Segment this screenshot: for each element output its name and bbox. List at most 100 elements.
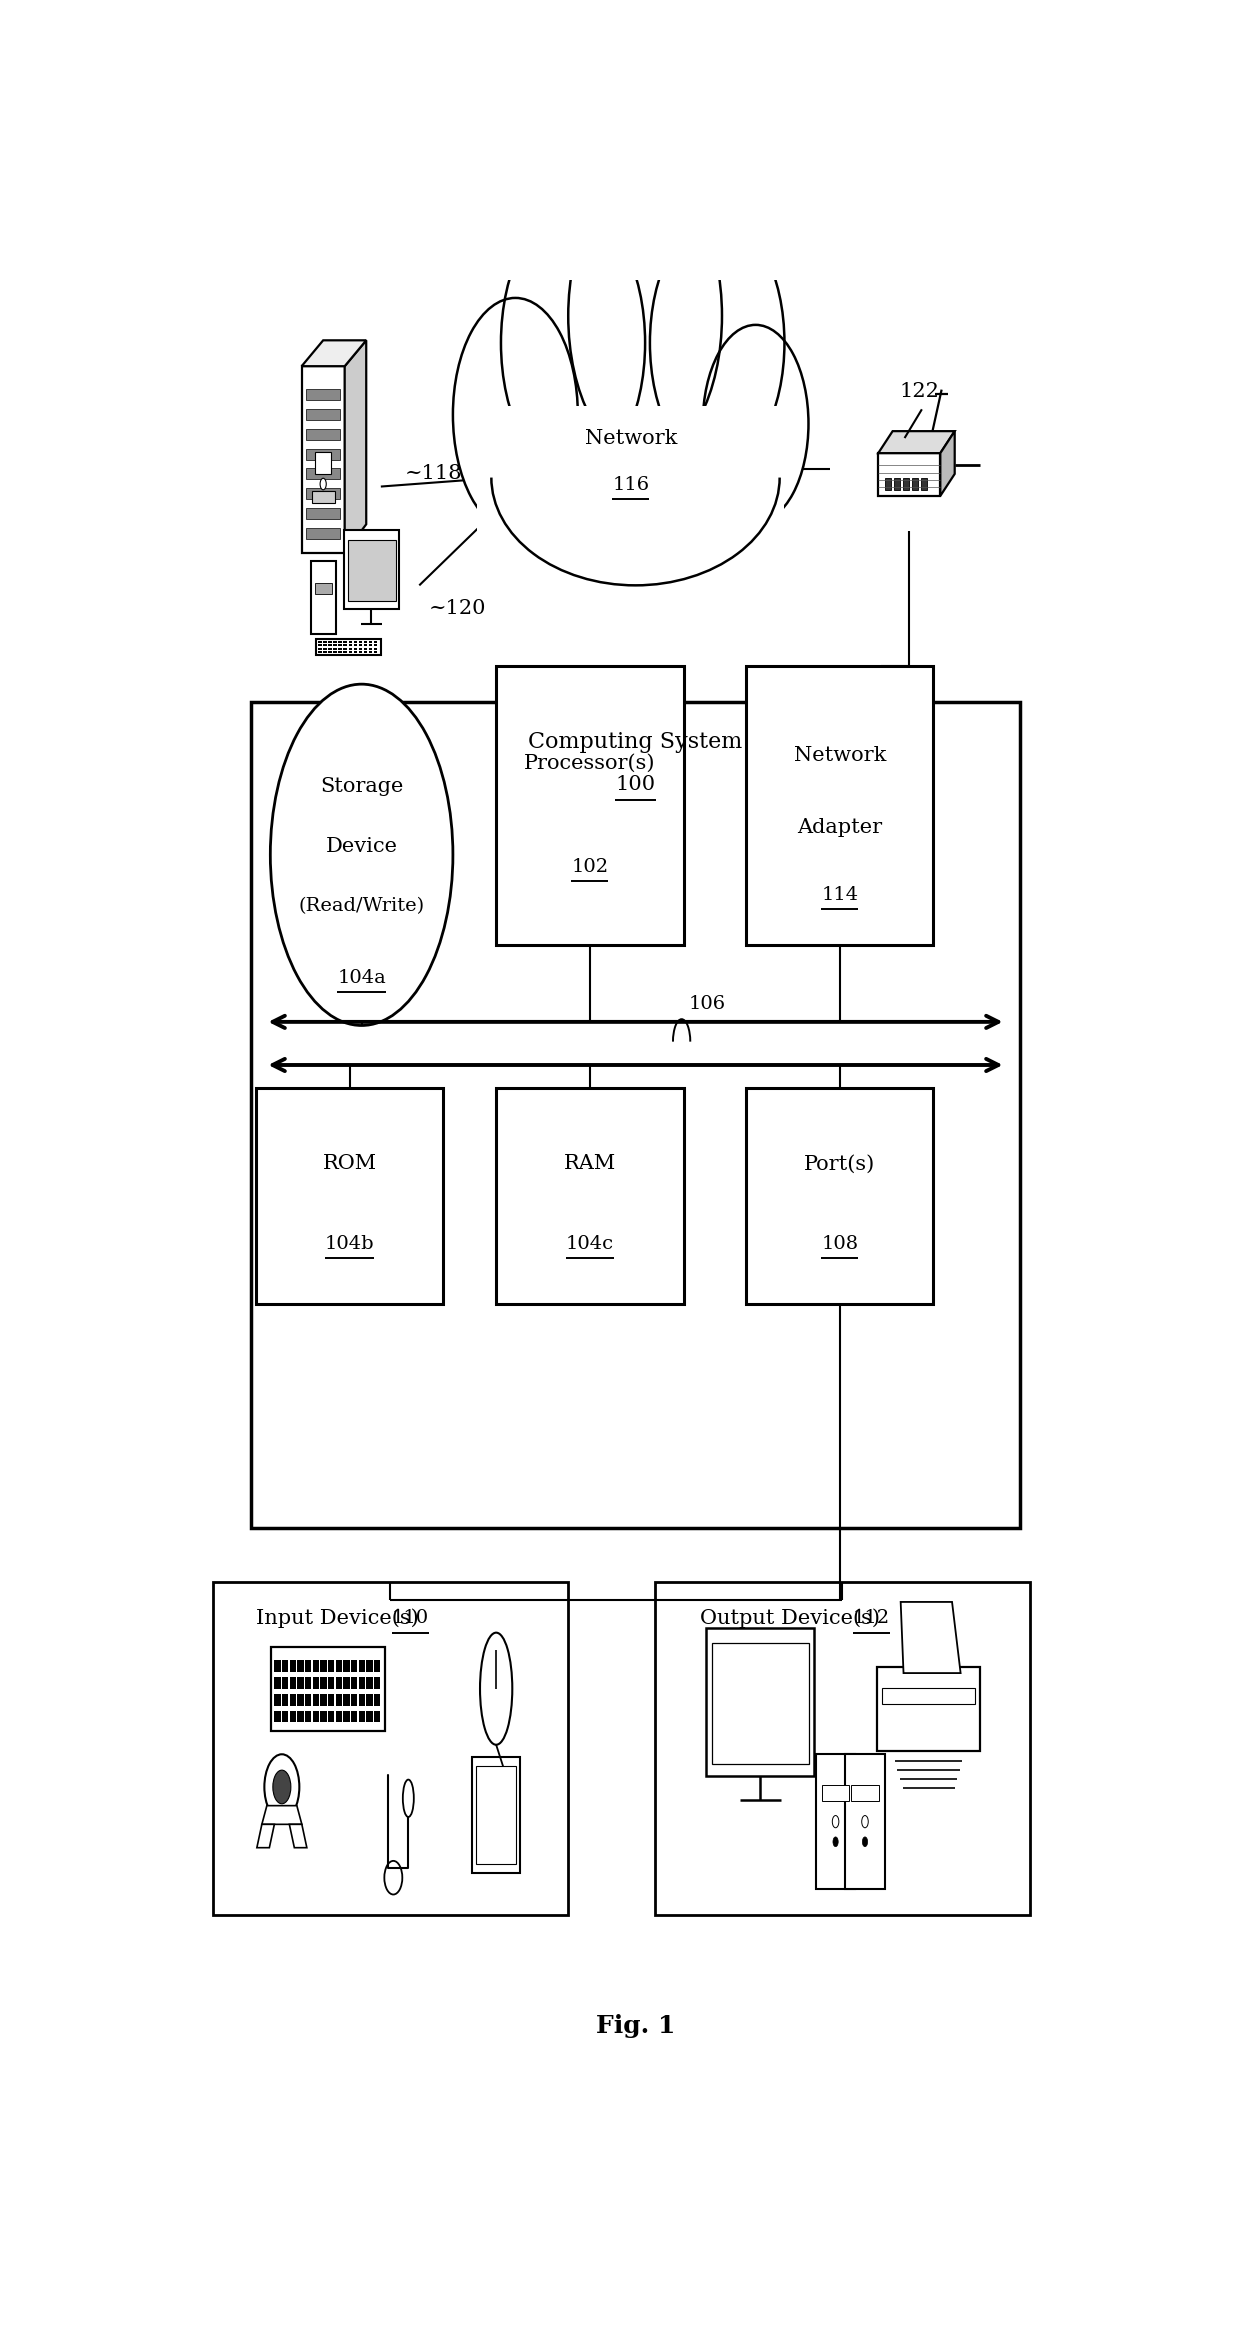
Text: Fig. 1: Fig. 1 xyxy=(595,2013,676,2039)
Polygon shape xyxy=(257,1824,274,1848)
Text: Input Device(s): Input Device(s) xyxy=(255,1607,418,1628)
Bar xyxy=(274,1710,280,1722)
Ellipse shape xyxy=(270,684,453,1027)
Bar xyxy=(366,1694,373,1705)
Text: Output Device(s): Output Device(s) xyxy=(699,1607,879,1628)
Bar xyxy=(374,1677,381,1689)
Bar xyxy=(374,1694,381,1705)
Text: Processor(s): Processor(s) xyxy=(525,754,656,772)
Bar xyxy=(274,1661,280,1673)
Bar xyxy=(327,1661,335,1673)
Text: 108: 108 xyxy=(821,1234,858,1253)
Bar xyxy=(320,1677,326,1689)
Circle shape xyxy=(703,324,808,523)
Bar xyxy=(366,1677,373,1689)
Bar xyxy=(351,1677,357,1689)
Bar xyxy=(707,1628,815,1775)
Bar xyxy=(358,1694,365,1705)
Text: 102: 102 xyxy=(572,859,609,875)
Bar xyxy=(281,1710,288,1722)
Text: 112: 112 xyxy=(853,1610,890,1628)
Bar xyxy=(336,1710,342,1722)
Bar xyxy=(312,1710,319,1722)
Bar xyxy=(320,1661,326,1673)
Bar xyxy=(312,1694,319,1705)
Circle shape xyxy=(568,173,722,460)
Polygon shape xyxy=(878,432,955,453)
Circle shape xyxy=(650,217,785,469)
Polygon shape xyxy=(306,408,340,420)
Circle shape xyxy=(832,1815,838,1827)
Ellipse shape xyxy=(403,1780,414,1817)
Bar xyxy=(374,1710,381,1722)
Text: (Read/Write): (Read/Write) xyxy=(299,896,424,915)
Bar xyxy=(270,1647,386,1731)
Bar xyxy=(877,1666,981,1750)
Bar xyxy=(281,1694,288,1705)
Bar xyxy=(320,1710,326,1722)
Text: 104a: 104a xyxy=(337,968,386,987)
Bar xyxy=(281,1661,288,1673)
Bar xyxy=(343,1677,350,1689)
Circle shape xyxy=(862,1836,868,1848)
Bar xyxy=(336,1677,342,1689)
Text: Port(s): Port(s) xyxy=(804,1155,875,1173)
Text: ROM: ROM xyxy=(322,1155,377,1173)
Polygon shape xyxy=(315,453,331,474)
Bar xyxy=(281,1677,288,1689)
Text: Computing System: Computing System xyxy=(528,730,743,754)
Text: 114: 114 xyxy=(821,887,858,903)
Bar xyxy=(496,667,683,945)
Polygon shape xyxy=(894,478,900,490)
Bar xyxy=(351,1694,357,1705)
Polygon shape xyxy=(311,492,335,502)
Bar xyxy=(351,1661,357,1673)
Polygon shape xyxy=(315,583,332,593)
Polygon shape xyxy=(900,1603,961,1673)
Bar xyxy=(343,1661,350,1673)
Circle shape xyxy=(320,478,326,490)
Text: Adapter: Adapter xyxy=(797,819,883,838)
Bar xyxy=(476,1766,516,1864)
Polygon shape xyxy=(289,1824,306,1848)
Bar xyxy=(472,1757,520,1873)
Bar xyxy=(746,667,934,945)
Bar xyxy=(846,1754,884,1890)
Text: Network: Network xyxy=(584,429,677,448)
Polygon shape xyxy=(316,639,381,656)
Polygon shape xyxy=(301,366,345,553)
Text: 100: 100 xyxy=(615,775,656,793)
Polygon shape xyxy=(343,530,399,609)
Text: ~118: ~118 xyxy=(404,464,463,483)
Bar xyxy=(305,1710,311,1722)
Bar xyxy=(290,1661,296,1673)
Bar xyxy=(290,1694,296,1705)
Bar xyxy=(320,1694,326,1705)
Polygon shape xyxy=(301,341,366,366)
Bar xyxy=(327,1710,335,1722)
Bar xyxy=(746,1087,934,1304)
Text: Device: Device xyxy=(326,838,398,856)
Polygon shape xyxy=(306,429,340,441)
Circle shape xyxy=(273,1771,291,1803)
Circle shape xyxy=(453,299,578,532)
Bar xyxy=(274,1677,280,1689)
Bar xyxy=(852,1785,879,1801)
Bar xyxy=(816,1754,856,1890)
Bar xyxy=(358,1661,365,1673)
Polygon shape xyxy=(913,478,918,490)
Text: 116: 116 xyxy=(613,476,650,495)
Text: 122: 122 xyxy=(899,383,939,401)
Bar xyxy=(312,1661,319,1673)
Circle shape xyxy=(862,1815,868,1827)
Bar xyxy=(374,1661,381,1673)
Bar xyxy=(366,1710,373,1722)
Bar xyxy=(343,1694,350,1705)
Bar xyxy=(255,1087,444,1304)
Bar xyxy=(655,1582,1029,1915)
Bar xyxy=(290,1710,296,1722)
Polygon shape xyxy=(311,560,336,635)
Bar xyxy=(298,1661,304,1673)
Bar xyxy=(366,1661,373,1673)
Text: 104c: 104c xyxy=(565,1234,614,1253)
